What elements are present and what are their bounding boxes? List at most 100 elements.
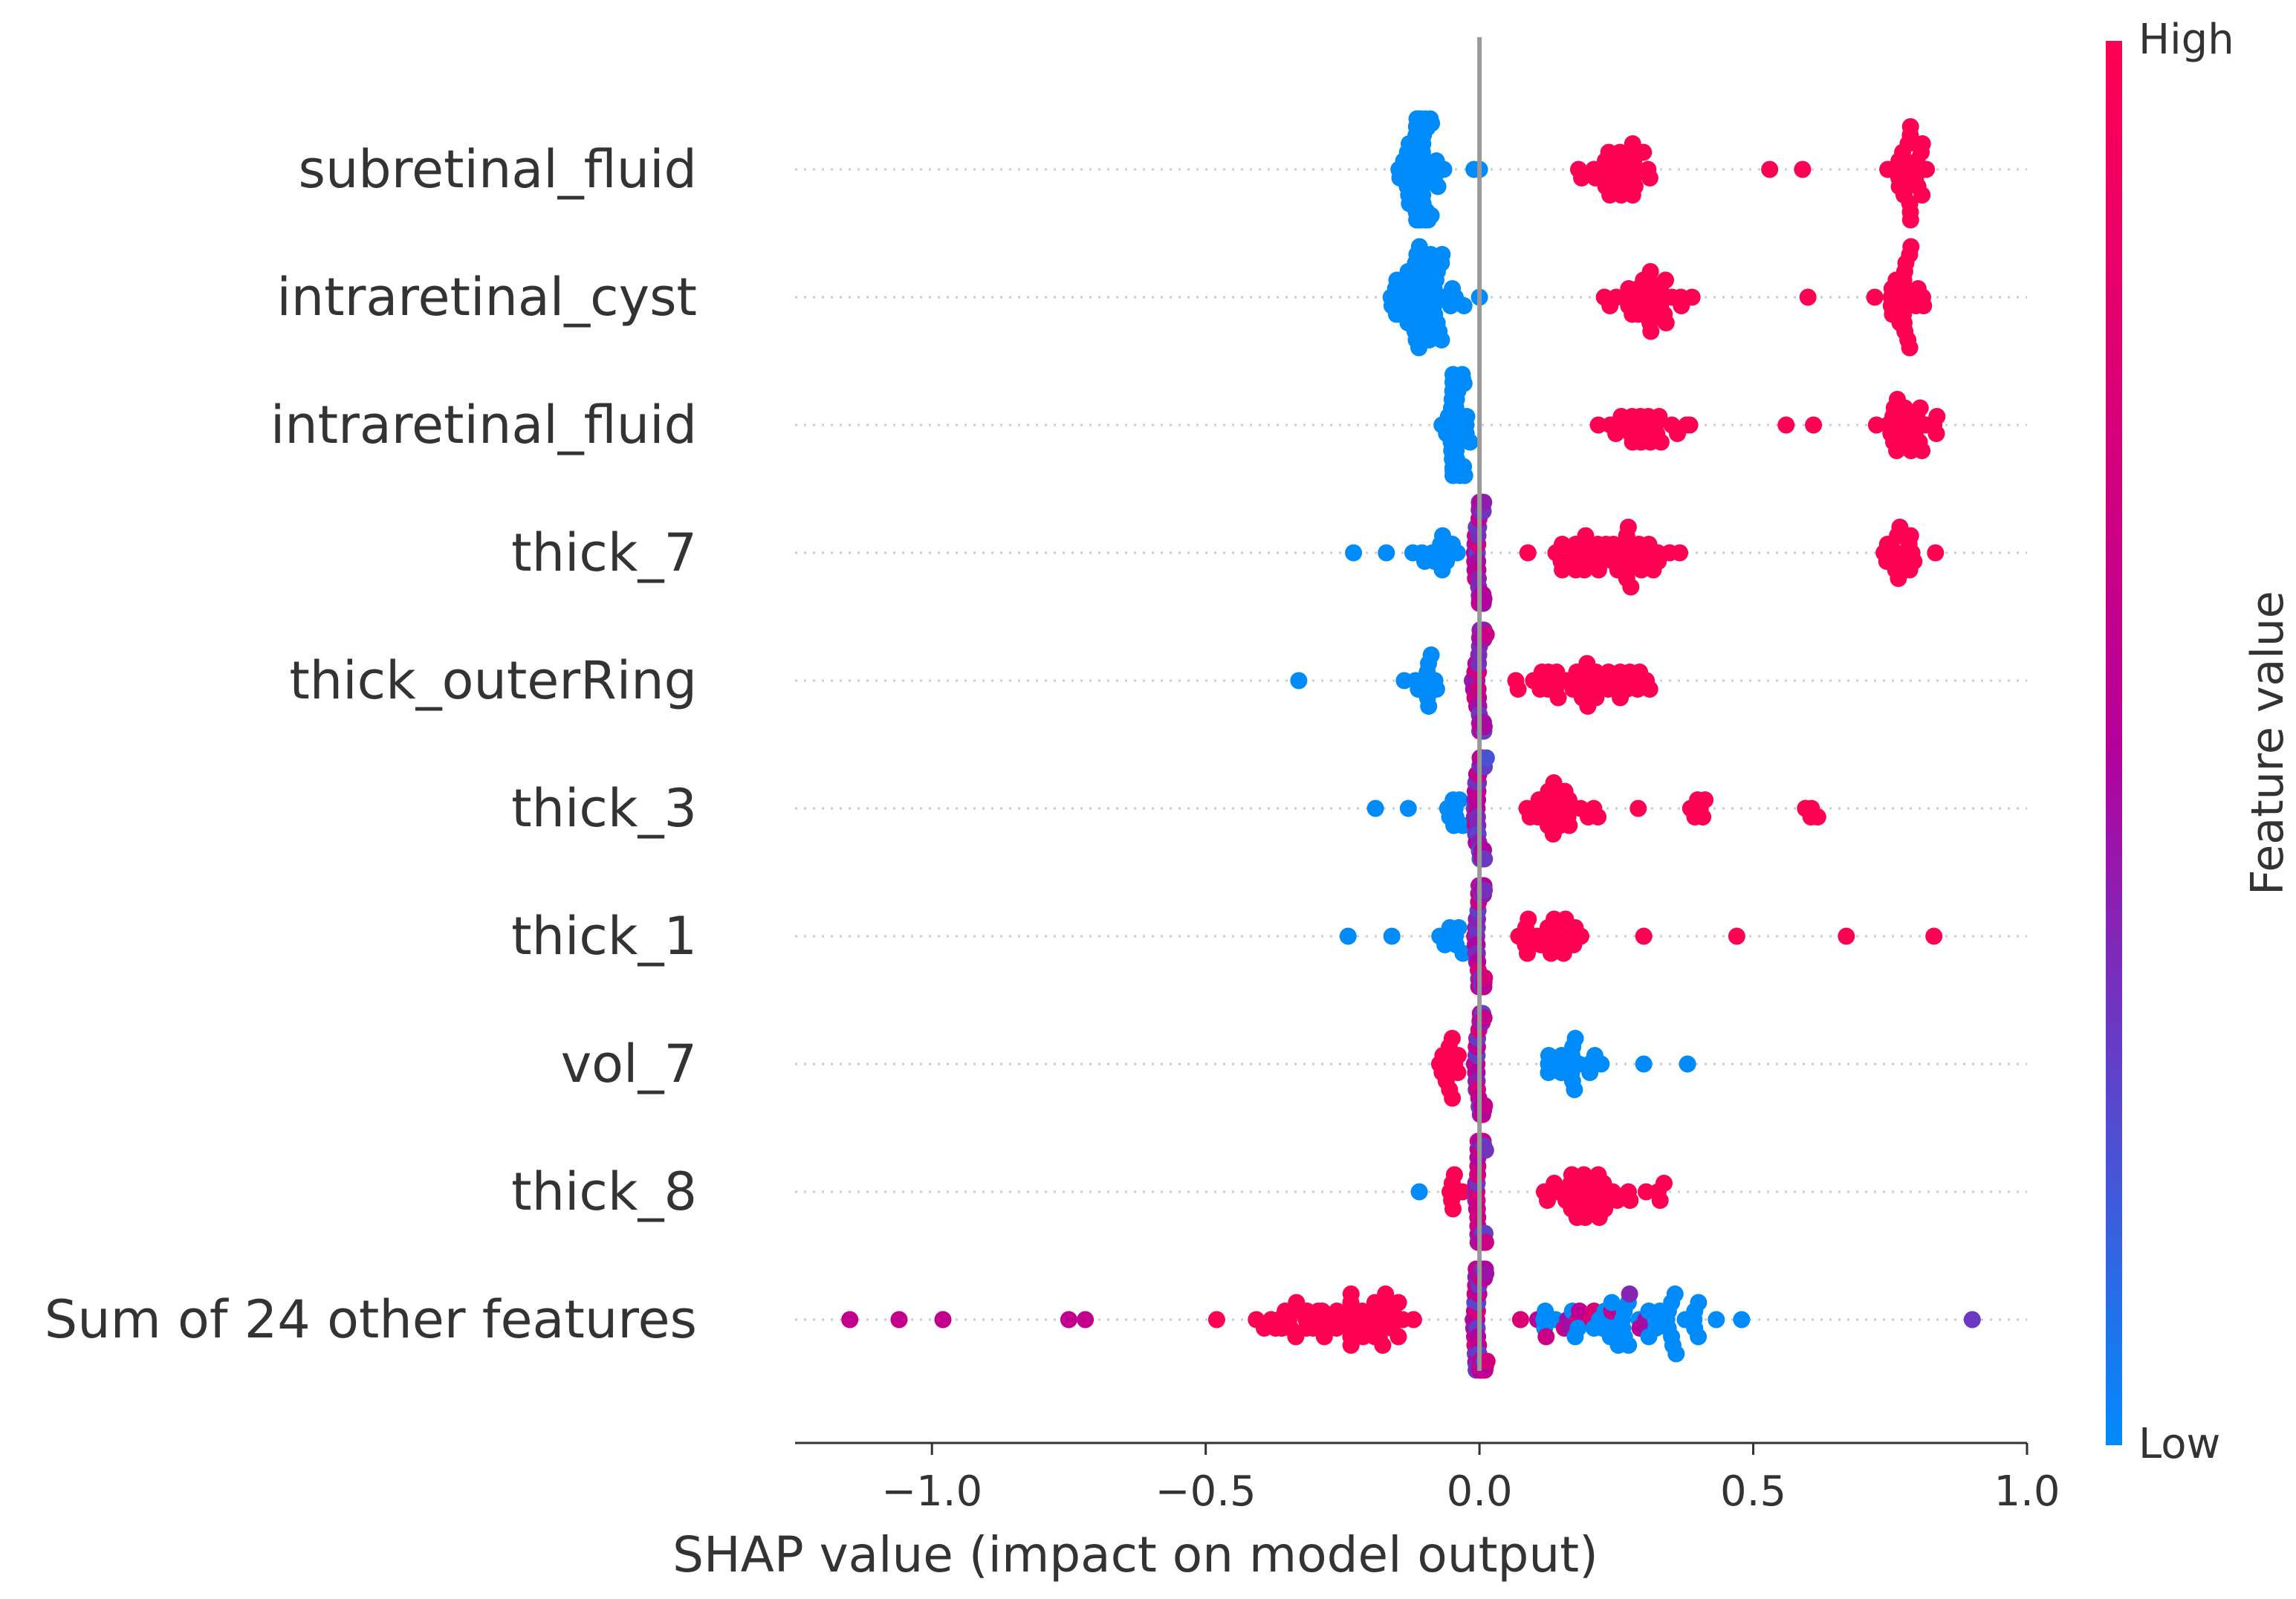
shap-point-thick-7-0 (1345, 544, 1363, 562)
shap-point-intraretinal-fluid-86 (1911, 399, 1929, 417)
feature-label-thick-3: thick_3 (511, 778, 697, 839)
shap-point-thick-7-72 (1577, 527, 1595, 545)
shap-point-vol-7-66 (1592, 1055, 1610, 1073)
shap-point-sum-of-24-other-features-154 (1620, 1337, 1638, 1354)
shap-point-thick-1-71 (1572, 927, 1589, 945)
shap-point-sum-of-24-other-features-180 (1733, 1311, 1751, 1329)
shap-point-intraretinal-cyst-106 (1902, 238, 1920, 256)
colorbar-high-label: High (2138, 16, 2234, 64)
x-tick-label-4: 1.0 (1994, 1467, 2060, 1516)
feature-label-intraretinal-cyst: intraretinal_cyst (276, 267, 697, 328)
shap-point-intraretinal-cyst-48 (1433, 331, 1450, 348)
shap-point-vol-7-60 (1566, 1081, 1583, 1098)
shap-point-sum-of-24-other-features-155 (1621, 1285, 1638, 1303)
shap-point-thick-8-80 (1651, 1192, 1669, 1209)
shap-point-thick-8-73 (1596, 1200, 1614, 1218)
shap-point-subretinal-fluid-118 (1918, 160, 1936, 178)
shap-point-intraretinal-fluid-90 (1927, 425, 1945, 442)
shap-point-sum-of-24-other-features-0 (841, 1311, 859, 1329)
shap-point-intraretinal-fluid-80 (1896, 399, 1913, 417)
shap-point-intraretinal-fluid-59 (1650, 408, 1668, 425)
feature-rows: subretinal_fluid intraretinal_cystintrare… (45, 139, 2027, 1350)
shap-point-thick-outerring-10 (1422, 646, 1440, 664)
shap-point-intraretinal-cyst-105 (1901, 339, 1919, 357)
feature-label-sum-of-24-other-features: Sum of 24 other features (45, 1289, 697, 1350)
shap-point-subretinal-fluid-117 (1913, 135, 1931, 152)
shap-point-sum-of-24-other-features-1 (890, 1311, 908, 1329)
shap-point-intraretinal-fluid-64 (1681, 416, 1699, 434)
shap-point-thick-3-80 (1694, 808, 1712, 826)
shap-point-intraretinal-cyst-75 (1642, 322, 1660, 340)
shap-point-thick-7-1 (1378, 544, 1395, 562)
feature-label-thick-outerring: thick_outerRing (289, 650, 697, 711)
shap-point-intraretinal-fluid-65 (1777, 416, 1795, 434)
shap-point-sum-of-24-other-features-178 (1690, 1294, 1708, 1311)
shap-point-thick-3-49 (1477, 749, 1495, 767)
shap-point-intraretinal-fluid-40 (1589, 416, 1607, 434)
shap-point-sum-of-24-other-features-172 (1667, 1345, 1685, 1363)
shap-point-subretinal-fluid-54 (1423, 114, 1441, 132)
shap-point-thick-1-74 (1838, 927, 1855, 945)
colorbar-gradient (2106, 41, 2122, 1445)
shap-point-sum-of-24-other-features-58 (1389, 1294, 1407, 1311)
shap-point-intraretinal-fluid-87 (1913, 442, 1931, 459)
shap-point-thick-3-75 (1629, 800, 1647, 817)
shap-point-thick-3-81 (1696, 791, 1714, 808)
shap-point-thick-8-6 (1453, 1183, 1471, 1201)
shap-point-sum-of-24-other-features-135 (1571, 1303, 1589, 1320)
colorbar-low-label: Low (2138, 1420, 2220, 1468)
shap-point-vol-7-13 (1450, 1047, 1468, 1064)
shap-point-thick-outerring-12 (1427, 681, 1445, 698)
shap-point-intraretinal-cyst-49 (1433, 246, 1451, 263)
x-tick-label-2: 0.0 (1447, 1467, 1513, 1516)
shap-point-intraretinal-fluid-34 (1455, 374, 1473, 392)
shap-point-subretinal-fluid-58 (1429, 178, 1447, 195)
shap-point-sum-of-24-other-features-4 (1077, 1311, 1095, 1329)
feature-label-vol-7: vol_7 (561, 1034, 697, 1094)
shap-point-thick-7-121 (1927, 544, 1945, 562)
shap-point-thick-outerring-9 (1420, 698, 1438, 715)
x-tick-label-1: −0.5 (1155, 1467, 1256, 1516)
colorbar-title: Feature value (2242, 591, 2294, 895)
shap-point-intraretinal-fluid-60 (1652, 433, 1670, 451)
shap-point-thick-7-13 (1448, 544, 1466, 562)
shap-point-subretinal-fluid-92 (1761, 160, 1779, 178)
shap-point-thick-outerring-69 (1549, 689, 1567, 707)
shap-point-sum-of-24-other-features-27 (1315, 1328, 1333, 1346)
shap-point-sum-of-24-other-features-126 (1537, 1328, 1555, 1346)
shap-point-subretinal-fluid-53 (1422, 207, 1440, 224)
shap-point-sum-of-24-other-features-57 (1389, 1328, 1407, 1346)
shap-point-sum-of-24-other-features-36 (1342, 1337, 1360, 1354)
shap-point-sum-of-24-other-features-60 (1404, 1311, 1422, 1329)
shap-point-thick-7-120 (1905, 553, 1923, 570)
shap-point-thick-outerring-59 (1509, 681, 1527, 698)
shap-point-thick-7-63 (1554, 561, 1572, 579)
shap-point-intraretinal-fluid-91 (1928, 408, 1946, 425)
shap-point-intraretinal-cyst-87 (1866, 288, 1884, 306)
shap-point-subretinal-fluid-59 (1435, 160, 1453, 178)
feature-label-thick-8: thick_8 (511, 1161, 697, 1222)
feature-label-thick-7: thick_7 (511, 522, 697, 583)
shap-point-sum-of-24-other-features-5 (1207, 1311, 1225, 1329)
shap-point-sum-of-24-other-features-181 (1963, 1311, 1981, 1329)
shap-point-subretinal-fluid-88 (1626, 178, 1644, 195)
shap-point-thick-1-55 (1520, 910, 1537, 928)
shap-point-thick-8-5 (1445, 1166, 1463, 1184)
shap-point-thick-3-0 (1366, 800, 1384, 817)
shap-point-intraretinal-cyst-85 (1683, 288, 1701, 306)
shap-point-sum-of-24-other-features-26 (1314, 1303, 1331, 1320)
shap-point-thick-8-81 (1655, 1175, 1673, 1192)
shap-point-thick-1-72 (1635, 927, 1653, 945)
shap-point-subretinal-fluid-109 (1901, 118, 1919, 135)
shap-point-thick-7-91 (1622, 578, 1640, 596)
x-axis: −1.0 −0.5 0.0 0.5 1.0 (795, 1441, 2060, 1516)
shap-point-subretinal-fluid-63 (1573, 169, 1591, 187)
shap-point-thick-3-8 (1450, 791, 1468, 808)
shap-point-intraretinal-cyst-80 (1657, 271, 1674, 289)
shap-point-vol-7-61 (1566, 1030, 1584, 1047)
shap-point-thick-7-118 (1901, 527, 1919, 545)
shap-point-thick-3-85 (1809, 808, 1826, 826)
data-points (841, 110, 1981, 1379)
feature-label-subretinal-fluid: subretinal_fluid (298, 139, 697, 200)
